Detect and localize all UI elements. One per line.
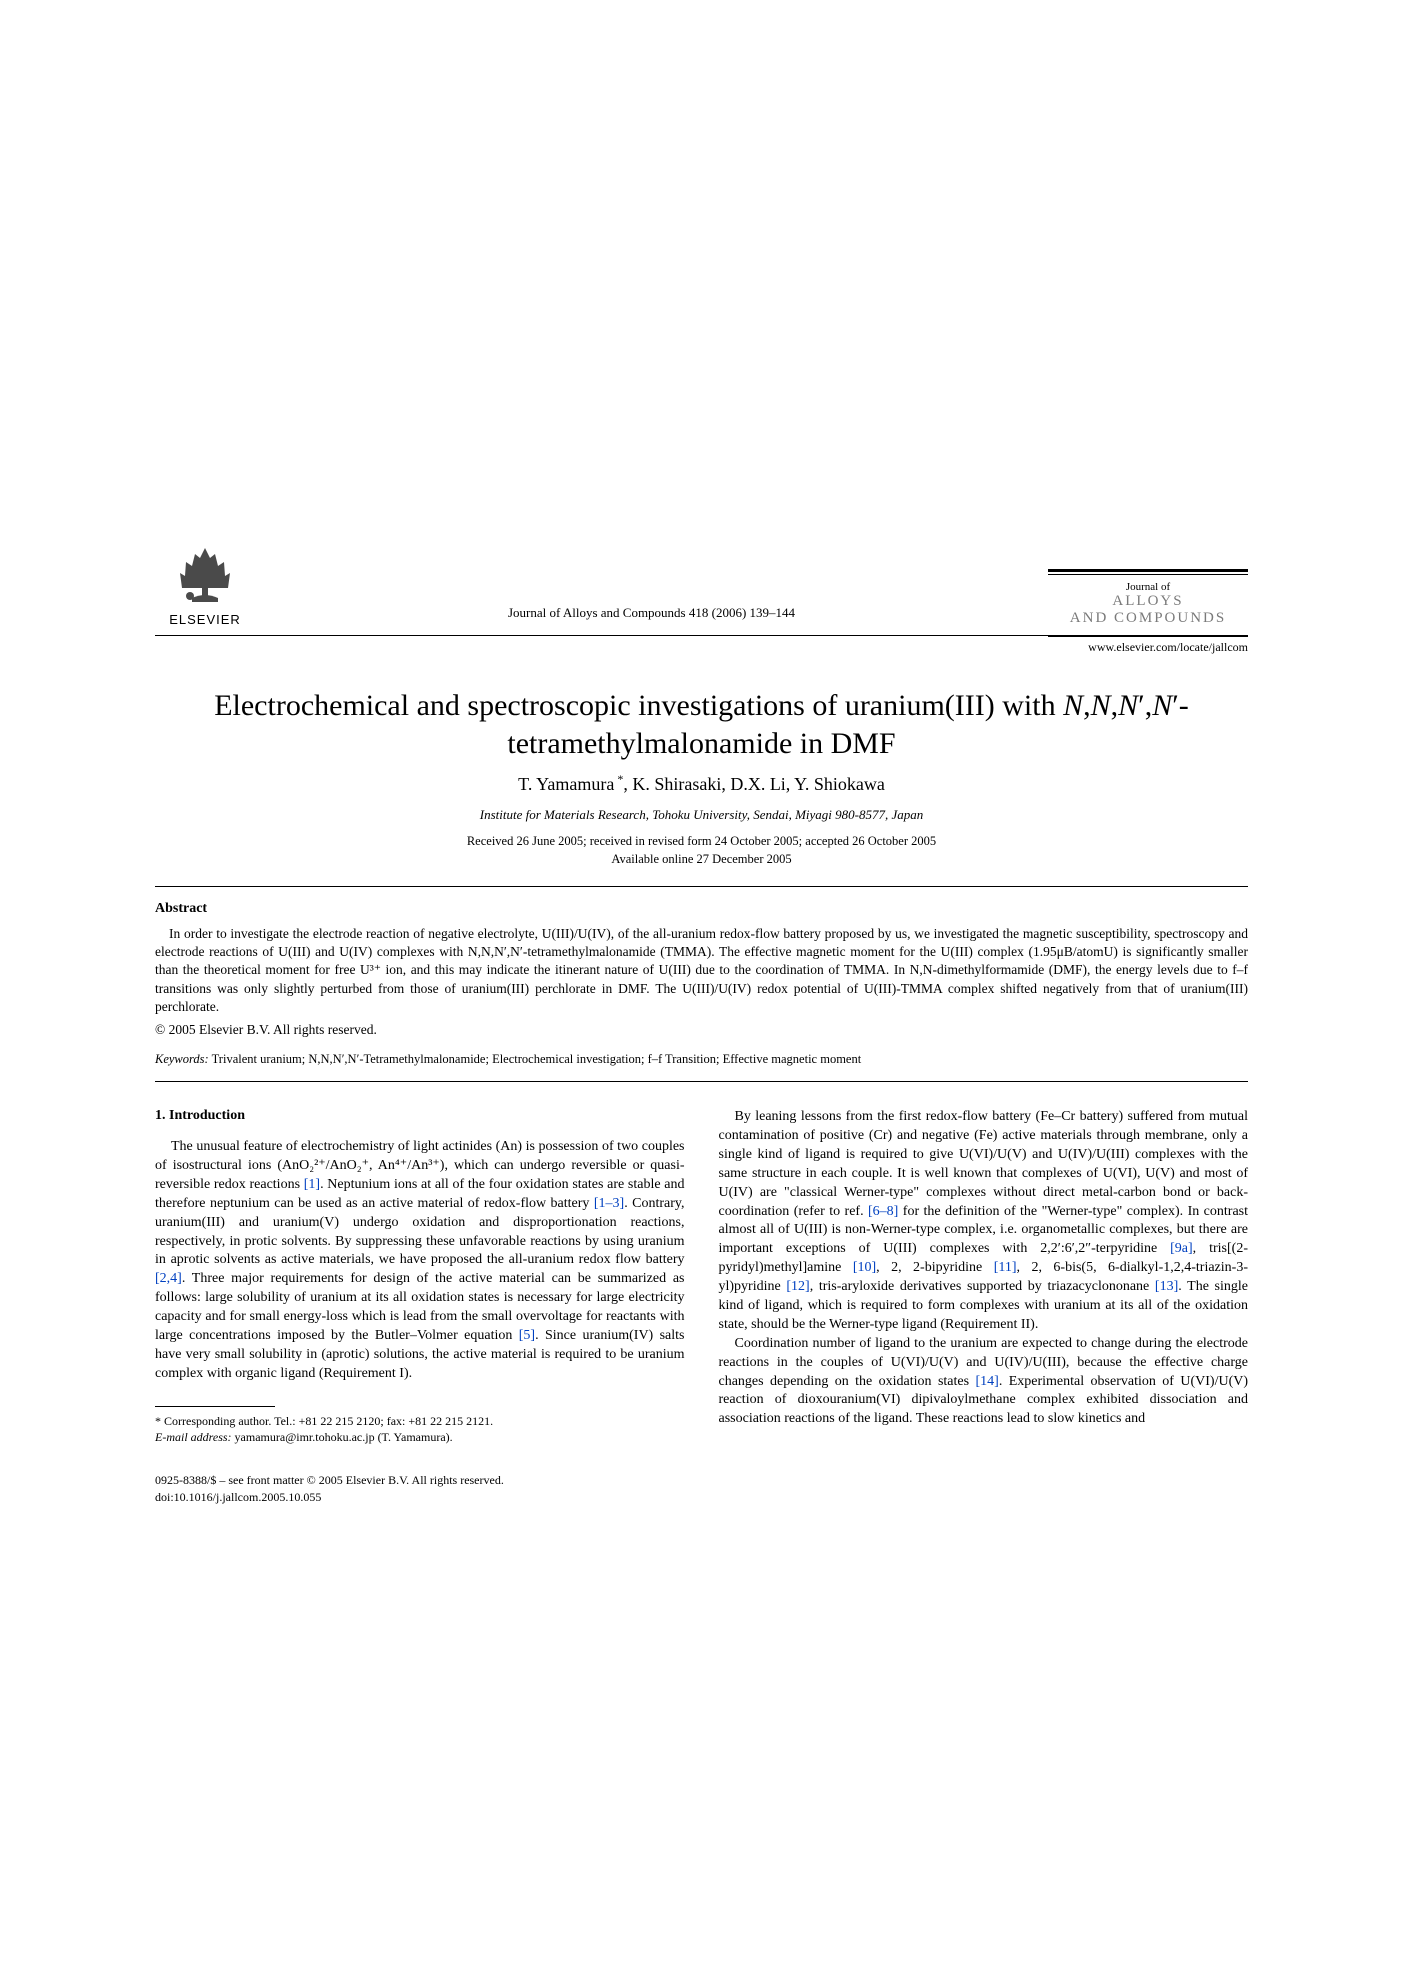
- footer-doi: doi:10.1016/j.jallcom.2005.10.055: [155, 1489, 1248, 1506]
- page: ELSEVIER Journal of Alloys and Compounds…: [155, 540, 1248, 1506]
- ref-link[interactable]: [1]: [304, 1177, 320, 1192]
- keywords-text: Trivalent uranium; N,N,N′,N′-Tetramethyl…: [212, 1052, 862, 1066]
- ref-link[interactable]: [13]: [1155, 1279, 1178, 1294]
- right-column: By leaning lessons from the first redox-…: [719, 1108, 1249, 1446]
- corresponding-footnote: * Corresponding author. Tel.: +81 22 215…: [155, 1413, 685, 1447]
- footnote-corr: * Corresponding author. Tel.: +81 22 215…: [155, 1413, 685, 1430]
- text: , 2, 2-bipyridine: [876, 1260, 994, 1275]
- footnote-email[interactable]: yamamura@imr.tohoku.ac.jp (T. Yamamura).: [235, 1430, 453, 1444]
- footnote-email-line: E-mail address: yamamura@imr.tohoku.ac.j…: [155, 1429, 685, 1446]
- ref-link[interactable]: [11]: [994, 1260, 1017, 1275]
- publisher-block: ELSEVIER: [155, 540, 255, 627]
- rule-icon: [155, 1081, 1248, 1082]
- ref-link[interactable]: [10]: [853, 1260, 876, 1275]
- left-column: 1. Introduction The unusual feature of e…: [155, 1108, 685, 1446]
- corresponding-star-icon: *: [614, 772, 623, 786]
- ref-link[interactable]: [1–3]: [594, 1196, 624, 1211]
- ref-link[interactable]: [14]: [975, 1374, 998, 1389]
- footer-issn: 0925-8388/$ – see front matter © 2005 El…: [155, 1472, 1248, 1489]
- authors: T. Yamamura *, K. Shirasaki, D.X. Li, Y.…: [155, 772, 1248, 795]
- abstract-copyright: © 2005 Elsevier B.V. All rights reserved…: [155, 1022, 1248, 1038]
- rule-icon: [1048, 569, 1248, 572]
- ref-link[interactable]: [6–8]: [868, 1204, 898, 1219]
- article-title: Electrochemical and spectroscopic invest…: [195, 687, 1208, 762]
- keywords-label: Keywords:: [155, 1052, 209, 1066]
- intro-para-2: By leaning lessons from the first redox-…: [719, 1108, 1249, 1335]
- rule-icon: [1048, 574, 1248, 575]
- footer: 0925-8388/$ – see front matter © 2005 El…: [155, 1472, 1248, 1506]
- publisher-label: ELSEVIER: [169, 612, 241, 627]
- header-row: ELSEVIER Journal of Alloys and Compounds…: [155, 540, 1248, 627]
- dates-received: Received 26 June 2005; received in revis…: [155, 833, 1248, 851]
- footnote-rule-icon: [155, 1406, 275, 1407]
- rule-icon: [155, 886, 1248, 887]
- abstract-body: In order to investigate the electrode re…: [155, 925, 1248, 1016]
- ref-link[interactable]: [12]: [786, 1279, 809, 1294]
- text: By leaning lessons from the first redox-…: [719, 1109, 1249, 1218]
- section-heading-intro: 1. Introduction: [155, 1108, 685, 1124]
- intro-para-1: The unusual feature of electrochemistry …: [155, 1138, 685, 1384]
- journal-url[interactable]: www.elsevier.com/locate/jallcom: [1048, 635, 1248, 655]
- ref-link[interactable]: [5]: [519, 1328, 535, 1343]
- citation-line: Journal of Alloys and Compounds 418 (200…: [255, 605, 1048, 627]
- elsevier-logo-icon: [170, 540, 240, 610]
- journal-name-1: ALLOYS: [1048, 593, 1248, 610]
- journal-url-row: www.elsevier.com/locate/jallcom: [155, 635, 1248, 655]
- abstract-text: In order to investigate the electrode re…: [155, 925, 1248, 1016]
- ref-link[interactable]: [9a]: [1170, 1241, 1193, 1256]
- keywords: Keywords: Trivalent uranium; N,N,N′,N′-T…: [155, 1052, 1248, 1067]
- two-column-body: 1. Introduction The unusual feature of e…: [155, 1108, 1248, 1446]
- journal-name-2: AND COMPOUNDS: [1048, 610, 1248, 627]
- journal-of-label: Journal of: [1048, 581, 1248, 593]
- article-dates: Received 26 June 2005; received in revis…: [155, 833, 1248, 868]
- affiliation: Institute for Materials Research, Tohoku…: [155, 807, 1248, 823]
- text: , tris-aryloxide derivatives supported b…: [810, 1279, 1155, 1294]
- journal-block: Journal of ALLOYS AND COMPOUNDS: [1048, 569, 1248, 627]
- intro-para-3: Coordination number of ligand to the ura…: [719, 1335, 1249, 1429]
- footnote-email-label: E-mail address:: [155, 1430, 232, 1444]
- abstract-heading: Abstract: [155, 901, 1248, 917]
- dates-online: Available online 27 December 2005: [155, 851, 1248, 869]
- ref-link[interactable]: [2,4]: [155, 1271, 182, 1286]
